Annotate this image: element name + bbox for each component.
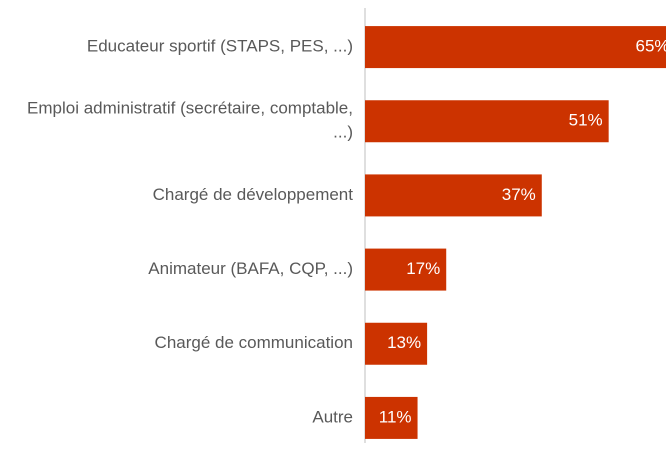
category-label: Emploi administratif (secrétaire, compta… (27, 99, 353, 142)
data-label: 51% (569, 111, 603, 130)
bar (365, 396, 418, 439)
data-label: 37% (502, 185, 536, 204)
category-label: Autre (312, 407, 353, 426)
bar (365, 100, 609, 143)
category-label: Chargé de développement (153, 185, 354, 204)
data-label: 13% (387, 333, 421, 352)
category-label: Chargé de communication (155, 333, 353, 352)
bar (365, 174, 542, 217)
category-label: Educateur sportif (STAPS, PES, ...) (87, 37, 353, 56)
bar (365, 322, 428, 365)
data-label: 11% (379, 407, 412, 426)
category-label: Animateur (BAFA, CQP, ...) (148, 259, 353, 278)
bar (365, 26, 666, 69)
data-label: 65% (636, 37, 666, 56)
bar (365, 248, 447, 291)
data-label: 17% (406, 259, 440, 278)
